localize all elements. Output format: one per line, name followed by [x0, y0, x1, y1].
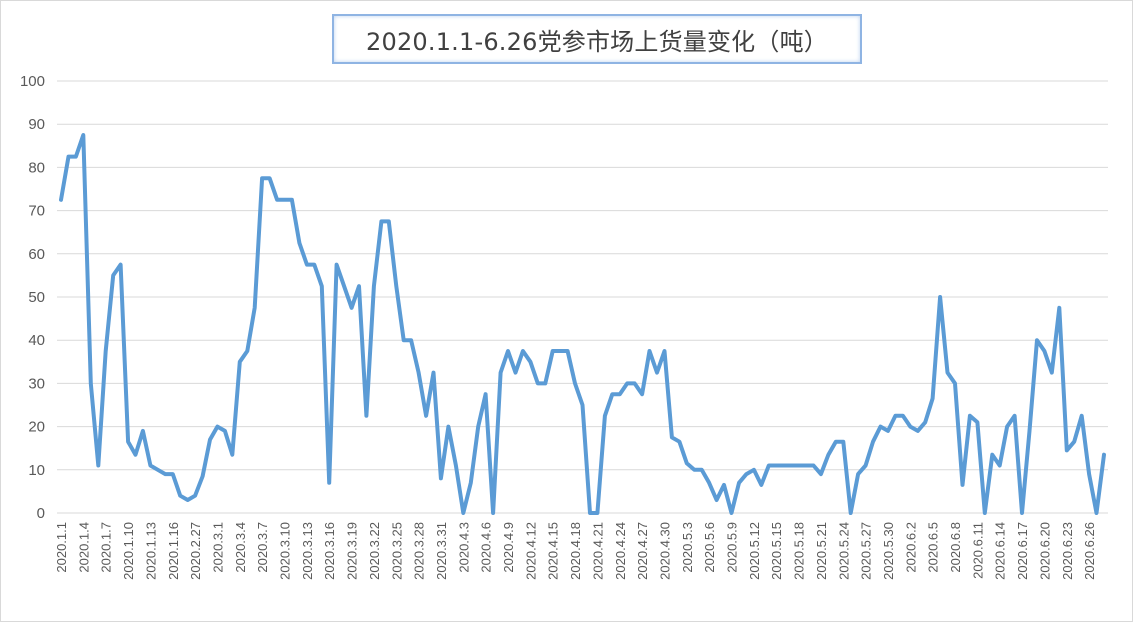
- y-axis-ticks: 0 10 20 30 40 50 60 70 80 90 100: [20, 73, 45, 522]
- x-tick-label: 2020.5.18: [792, 522, 807, 580]
- y-tick-label: 40: [28, 332, 45, 349]
- chart-title-box: 2020.1.1-6.26党参市场上货量变化（吨）: [332, 14, 862, 64]
- x-tick-label: 2020.4.18: [568, 522, 583, 580]
- x-tick-label: 2020.1.7: [99, 522, 114, 573]
- y-tick-label: 60: [28, 246, 45, 263]
- x-tick-label: 2020.6.20: [1037, 522, 1052, 580]
- x-tick-label: 2020.1.1: [54, 522, 69, 573]
- x-tick-label: 2020.5.24: [836, 522, 851, 580]
- x-tick-label: 2020.6.17: [1015, 522, 1030, 580]
- y-tick-label: 80: [28, 159, 45, 176]
- y-tick-label: 70: [28, 203, 45, 220]
- x-tick-label: 2020.6.2: [903, 522, 918, 573]
- x-tick-label: 2020.3.25: [389, 522, 404, 580]
- y-tick-label: 10: [28, 462, 45, 479]
- x-tick-label: 2020.4.24: [613, 522, 628, 580]
- gridlines: [57, 80, 1108, 471]
- x-tick-label: 2020.5.12: [747, 522, 762, 580]
- x-tick-label: 2020.4.9: [501, 522, 516, 573]
- y-tick-label: 90: [28, 116, 45, 133]
- series-line: [59, 133, 1106, 515]
- x-tick-label: 2020.4.12: [523, 522, 538, 580]
- y-tick-label: 50: [28, 289, 45, 306]
- x-tick-label: 2020.5.3: [680, 522, 695, 573]
- x-tick-label: 2020.3.19: [345, 522, 360, 580]
- x-tick-label: 2020.4.6: [479, 522, 494, 573]
- x-tick-label: 2020.3.13: [300, 522, 315, 580]
- y-tick-label: 20: [28, 419, 45, 436]
- x-tick-label: 2020.3.22: [367, 522, 382, 580]
- x-tick-label: 2020.5.30: [881, 522, 896, 580]
- x-tick-label: 2020.1.13: [143, 522, 158, 580]
- x-tick-label: 2020.1.16: [166, 522, 181, 580]
- x-tick-label: 2020.3.4: [233, 522, 248, 573]
- x-tick-label: 2020.6.11: [970, 522, 985, 579]
- x-tick-label: 2020.5.6: [702, 522, 717, 573]
- x-tick-label: 2020.3.16: [322, 522, 337, 580]
- x-tick-label: 2020.6.5: [926, 522, 941, 573]
- x-tick-label: 2020.3.31: [434, 522, 449, 580]
- x-tick-label: 2020.4.3: [456, 522, 471, 573]
- x-tick-label: 2020.4.27: [635, 522, 650, 580]
- x-tick-label: 2020.5.27: [859, 522, 874, 580]
- x-tick-label: 2020.4.21: [590, 522, 605, 580]
- x-tick-label: 2020.1.4: [76, 522, 91, 573]
- x-tick-label: 2020.4.30: [657, 522, 672, 580]
- x-tick-label: 2020.1.10: [121, 522, 136, 580]
- x-tick-label: 2020.6.8: [948, 522, 963, 573]
- x-tick-label: 2020.6.26: [1082, 522, 1097, 580]
- y-tick-label: 100: [20, 73, 45, 90]
- x-tick-label: 2020.4.15: [546, 522, 561, 580]
- x-tick-label: 2020.3.10: [278, 522, 293, 580]
- y-tick-label: 30: [28, 375, 45, 392]
- x-tick-label: 2020.5.9: [725, 522, 740, 573]
- x-tick-label: 2020.6.23: [1060, 522, 1075, 580]
- x-tick-label: 2020.5.15: [769, 522, 784, 580]
- x-axis-ticks: 2020.1.1 2020.1.4 2020.1.7 2020.1.10 2020.1.…: [54, 522, 1097, 580]
- y-tick-label: 0: [37, 505, 45, 522]
- x-tick-label: 2020.2.27: [188, 522, 203, 580]
- x-tick-label: 2020.5.21: [814, 522, 829, 580]
- chart-title: 2020.1.1-6.26党参市场上货量变化（吨）: [366, 27, 828, 56]
- x-tick-label: 2020.6.14: [993, 522, 1008, 580]
- x-tick-label: 2020.3.1: [210, 522, 225, 573]
- x-tick-label: 2020.3.28: [412, 522, 427, 580]
- x-tick-label: 2020.3.7: [255, 522, 270, 573]
